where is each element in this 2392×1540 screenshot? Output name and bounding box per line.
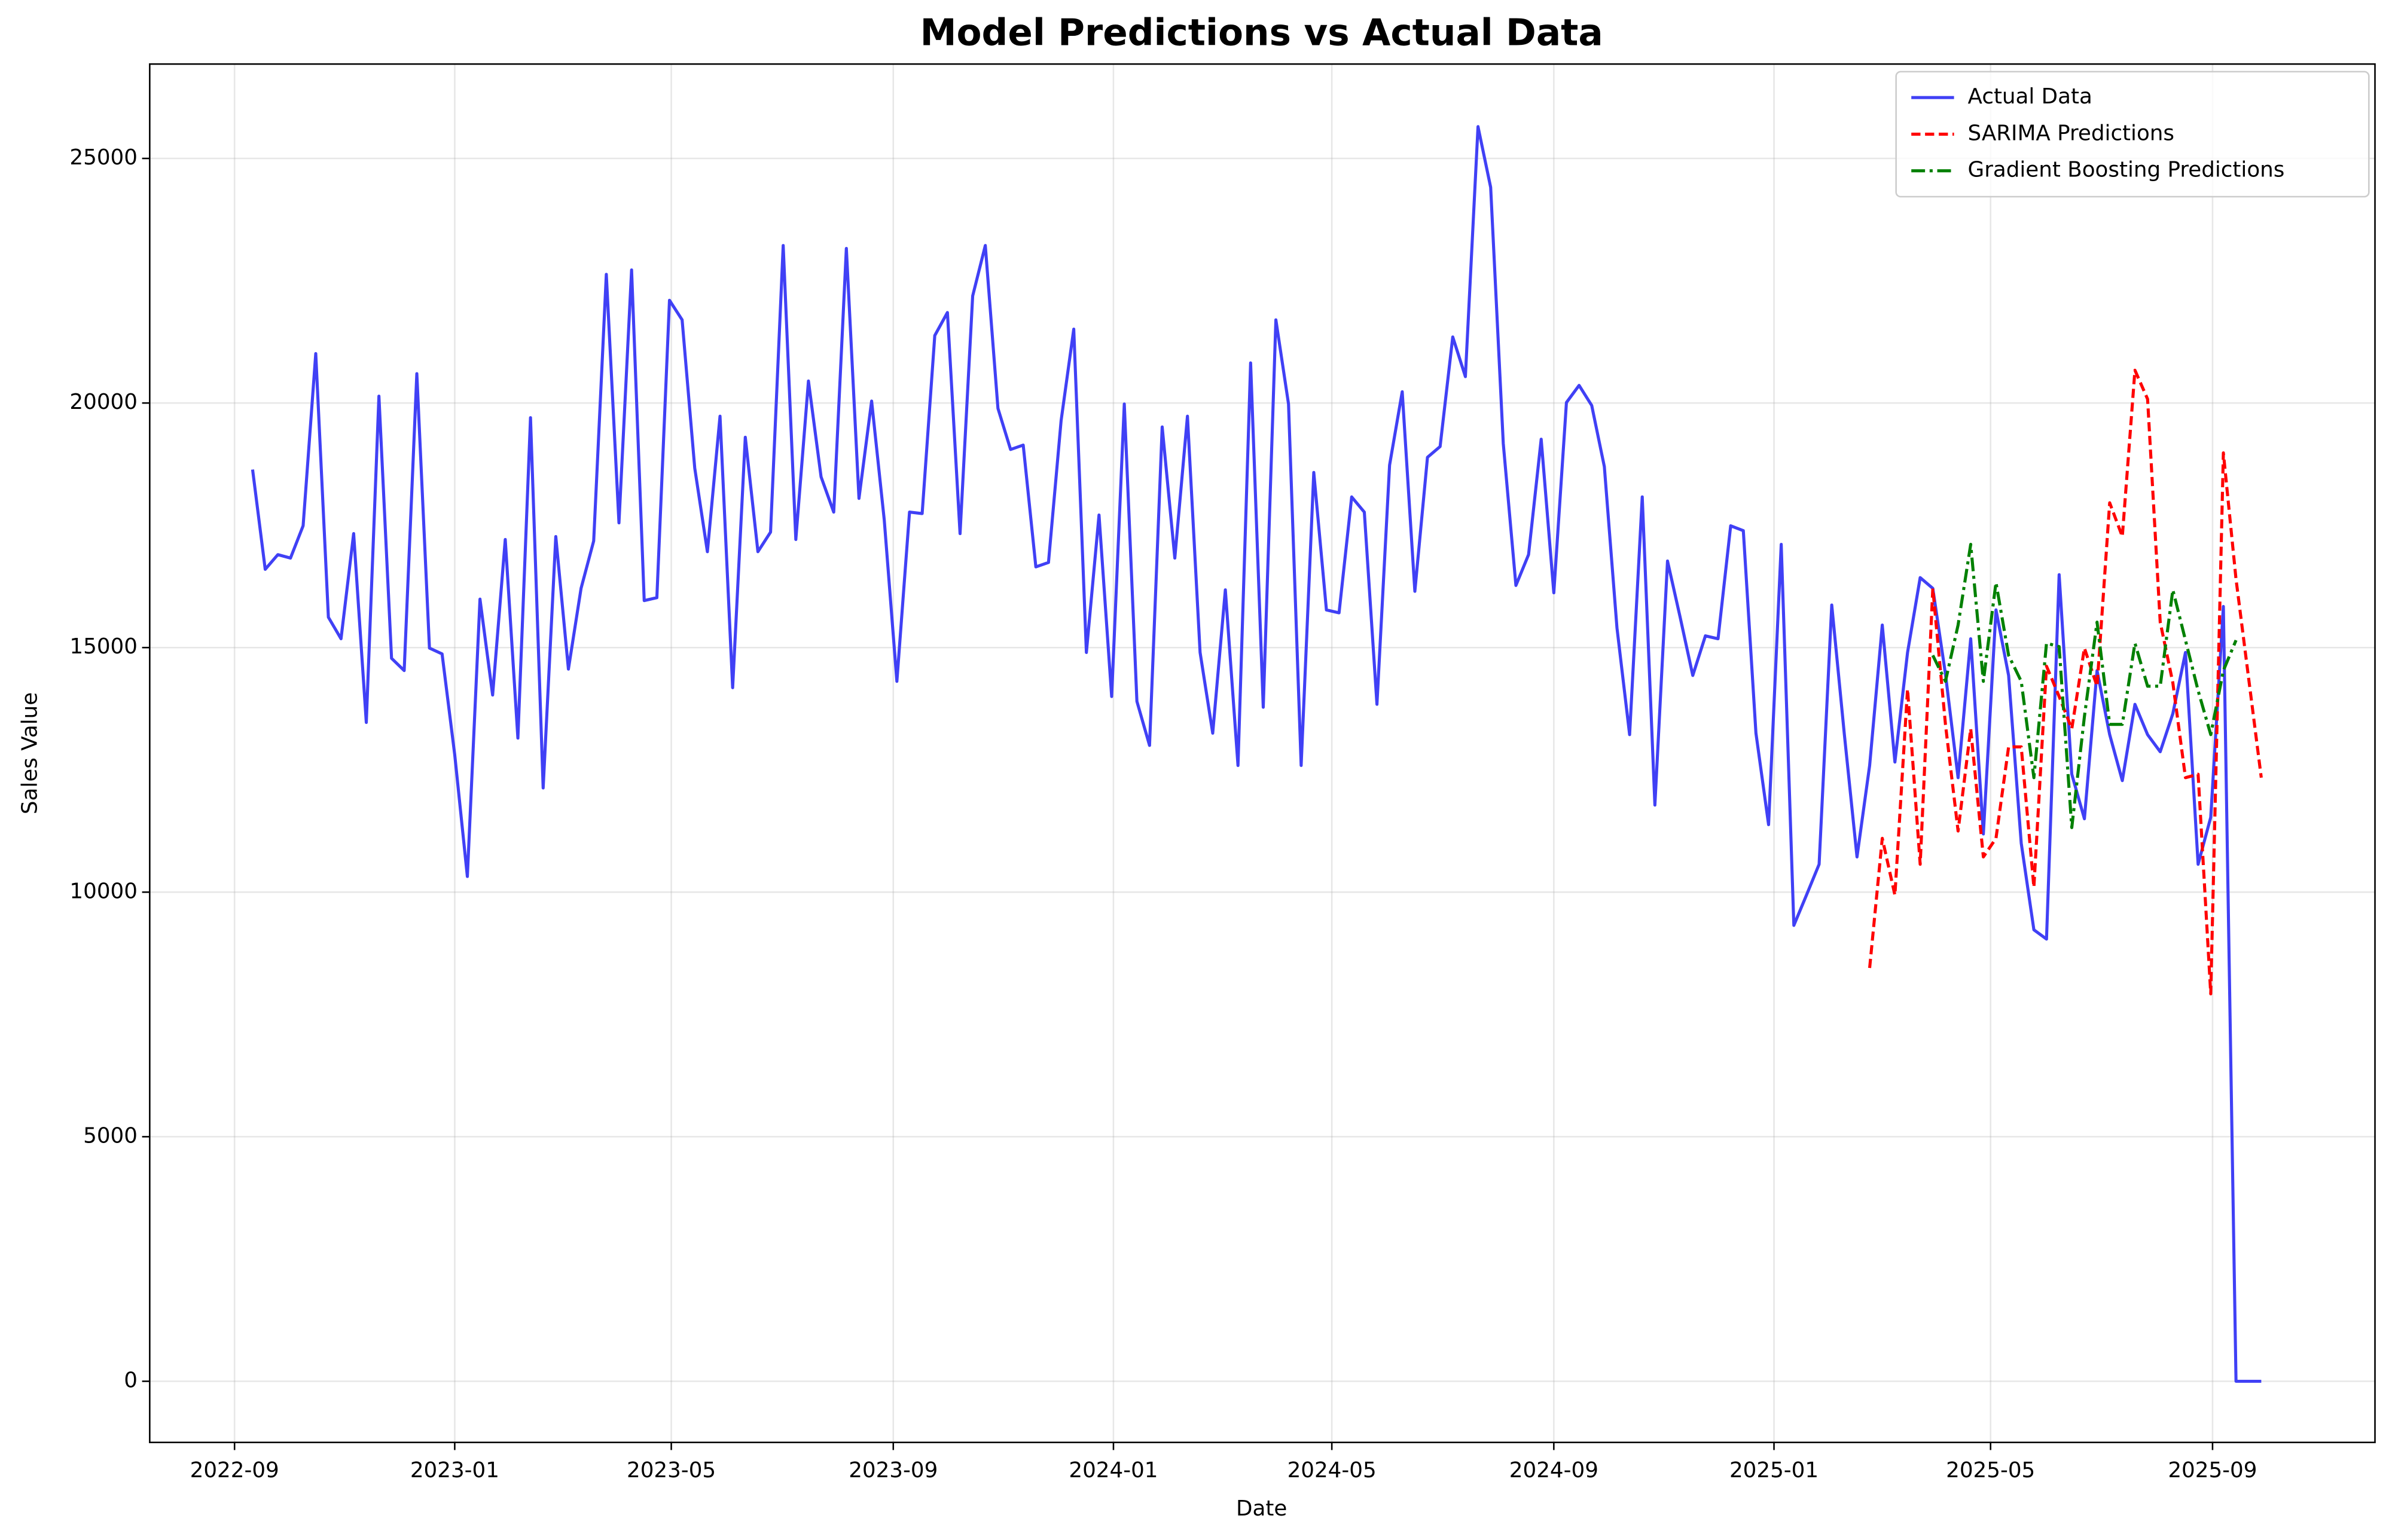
- x-tick-label: 2023-01: [410, 1458, 499, 1483]
- x-tick-label: 2025-05: [1946, 1458, 2035, 1483]
- plot-area: [251, 125, 2263, 1383]
- x-tick-label: 2024-01: [1069, 1458, 1158, 1483]
- x-tick-label: 2024-05: [1287, 1458, 1377, 1483]
- legend-box: [1895, 71, 2370, 198]
- chart-title: Model Predictions vs Actual Data: [920, 11, 1603, 54]
- x-axis-label: Date: [1236, 1496, 1287, 1521]
- series-line: [251, 125, 2262, 1383]
- series-line: [1931, 543, 2238, 829]
- axes-frame: [149, 63, 2376, 1444]
- x-tick-label: 2022-09: [190, 1458, 279, 1483]
- x-tick-label: 2025-09: [2168, 1458, 2257, 1483]
- y-tick-label: 10000: [69, 879, 138, 903]
- series-line: [1868, 368, 2263, 996]
- y-axis-label: Sales Value: [17, 692, 42, 814]
- x-tick-label: 2024-09: [1509, 1458, 1598, 1483]
- x-tick-label: 2023-09: [849, 1458, 938, 1483]
- x-tick-label: 2025-01: [1729, 1458, 1819, 1483]
- y-tick-label: 15000: [69, 634, 138, 659]
- legend-label: SARIMA Predictions: [1968, 121, 2174, 145]
- legend-label: Actual Data: [1968, 84, 2092, 109]
- legend-label: Gradient Boosting Predictions: [1968, 158, 2285, 182]
- y-tick-label: 0: [124, 1368, 138, 1392]
- y-tick-label: 5000: [83, 1123, 138, 1148]
- y-tick-label: 25000: [69, 145, 138, 170]
- x-tick-label: 2023-05: [627, 1458, 716, 1483]
- grid: [150, 64, 2375, 1443]
- legend: Actual Data SARIMA Predictions Gradient Bo…: [1895, 71, 2370, 198]
- y-tick-label: 20000: [69, 390, 138, 414]
